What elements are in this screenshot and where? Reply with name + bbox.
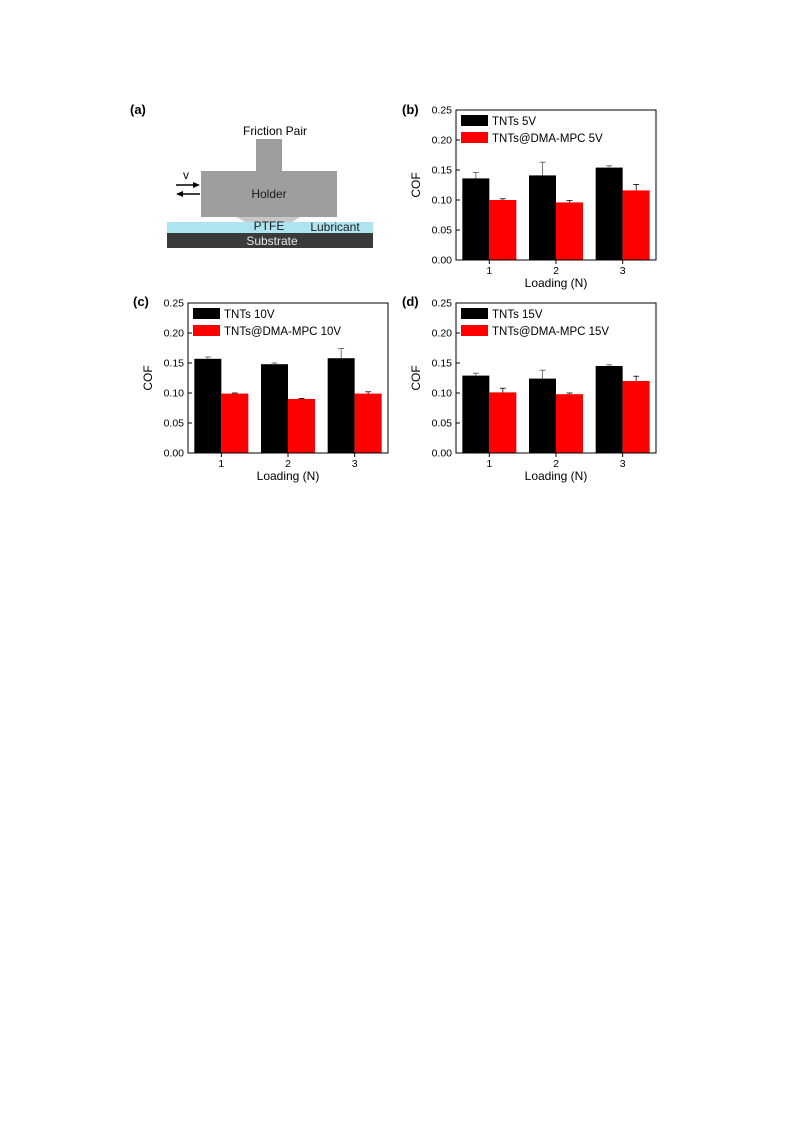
panel-label-a: (a) xyxy=(130,102,146,117)
x-axis-title: Loading (N) xyxy=(525,276,588,290)
legend-label: TNTs@DMA-MPC 15V xyxy=(492,326,609,338)
legend-swatch xyxy=(461,115,488,126)
y-tick-label: 0.20 xyxy=(432,135,453,147)
y-axis-title: COF xyxy=(409,172,423,197)
x-axis-title: Loading (N) xyxy=(525,469,588,483)
legend-label: TNTs@DMA-MPC 5V xyxy=(492,133,603,145)
x-tick-label: 3 xyxy=(620,265,626,277)
y-tick-label: 0.25 xyxy=(432,298,453,310)
y-tick-label: 0.20 xyxy=(432,328,453,340)
y-tick-label: 0.25 xyxy=(164,298,185,310)
bar xyxy=(622,190,650,260)
bar xyxy=(489,392,517,453)
legend-label: TNTs@DMA-MPC 10V xyxy=(224,326,341,338)
substrate-label: Substrate xyxy=(246,234,298,248)
y-tick-label: 0.15 xyxy=(164,358,185,370)
friction-pair-title: Friction Pair xyxy=(243,124,307,138)
x-tick-label: 2 xyxy=(285,458,291,470)
bar xyxy=(462,178,490,260)
y-tick-label: 0.00 xyxy=(432,255,453,267)
holder-label: Holder xyxy=(251,187,286,201)
bar xyxy=(261,364,288,453)
panel-label: (c) xyxy=(133,294,149,309)
legend-label: TNTs 15V xyxy=(492,309,543,321)
y-tick-label: 0.20 xyxy=(164,328,185,340)
bar xyxy=(595,167,623,260)
legend-swatch xyxy=(461,308,488,319)
bar xyxy=(556,202,583,260)
cof-chart-b: (b) 0.00 0.05 0.10 0.15 0.20 0.25 1 2 3 Loading (N… xyxy=(402,102,657,290)
holder-stem xyxy=(256,139,282,171)
y-tick-label: 0.10 xyxy=(432,195,453,207)
bar xyxy=(462,375,490,453)
substrate-block xyxy=(167,233,373,248)
y-axis-title: COF xyxy=(409,365,423,390)
bar xyxy=(595,366,623,453)
y-tick-label: 0.00 xyxy=(164,448,185,460)
x-tick-label: 3 xyxy=(620,458,626,470)
lubricant-label: Lubricant xyxy=(310,220,360,234)
x-tick-label: 3 xyxy=(352,458,358,470)
y-tick-label: 0.15 xyxy=(432,165,453,177)
bar xyxy=(529,378,556,453)
y-tick-label: 0.10 xyxy=(432,388,453,400)
ptfe-label: PTFE xyxy=(254,219,285,233)
velocity-label: v xyxy=(183,168,189,182)
bar xyxy=(489,200,517,260)
y-axis-title: COF xyxy=(141,365,155,390)
legend-swatch xyxy=(461,132,488,143)
y-tick-label: 0.05 xyxy=(164,418,185,430)
y-tick-label: 0.00 xyxy=(432,448,453,460)
legend-swatch xyxy=(193,325,220,336)
x-tick-label: 1 xyxy=(218,458,224,470)
x-tick-label: 1 xyxy=(486,265,492,277)
legend-swatch xyxy=(193,308,220,319)
bar xyxy=(556,394,583,453)
bar xyxy=(354,393,382,453)
y-tick-label: 0.05 xyxy=(432,225,453,237)
bar xyxy=(288,399,315,453)
panel-label: (d) xyxy=(402,294,419,309)
bar xyxy=(622,381,650,453)
legend-swatch xyxy=(461,325,488,336)
x-tick-label: 2 xyxy=(553,458,559,470)
lubricant-layer xyxy=(167,222,373,233)
x-axis-title: Loading (N) xyxy=(257,469,320,483)
legend-label: TNTs 10V xyxy=(224,309,275,321)
panel-label: (b) xyxy=(402,102,419,117)
legend-label: TNTs 5V xyxy=(492,116,536,128)
right-arrow-icon xyxy=(176,182,200,188)
bar xyxy=(221,393,249,453)
y-tick-label: 0.15 xyxy=(432,358,453,370)
bar xyxy=(529,175,556,260)
bar xyxy=(194,358,222,453)
y-tick-label: 0.05 xyxy=(432,418,453,430)
schematic-panel: (a) Friction Pair Holder PTFE Lubricant … xyxy=(130,102,373,248)
left-arrow-icon xyxy=(176,191,200,197)
x-tick-label: 1 xyxy=(486,458,492,470)
cof-chart-c: (c) 0.00 0.05 0.10 0.15 0.20 0.25 1 2 3 Loading (N… xyxy=(133,294,389,483)
holder-block xyxy=(201,171,337,217)
x-tick-label: 2 xyxy=(553,265,559,277)
y-tick-label: 0.25 xyxy=(432,105,453,117)
y-tick-label: 0.10 xyxy=(164,388,185,400)
bar xyxy=(327,358,355,453)
cof-chart-d: (d) 0.00 0.05 0.10 0.15 0.20 0.25 1 2 3 Loading (N… xyxy=(402,294,657,483)
